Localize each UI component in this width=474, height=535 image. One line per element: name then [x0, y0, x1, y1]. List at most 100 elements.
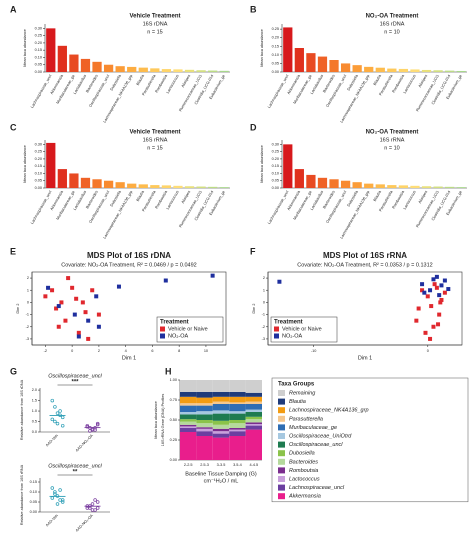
- bar-segment: [212, 396, 230, 402]
- y-tick-label: 0.10: [35, 55, 42, 59]
- bar: [317, 56, 328, 72]
- bar: [173, 185, 183, 188]
- bar: [398, 185, 409, 188]
- legend-swatch: [278, 484, 285, 491]
- x-tick-label: AAD-NO₂-OA: [75, 513, 94, 532]
- bar: [433, 70, 443, 72]
- x-tick-label: Blautia: [136, 73, 146, 86]
- x-axis-label-unit: cm⁻¹H₂O / mL: [204, 478, 239, 484]
- y-tick-label: 2: [263, 276, 265, 280]
- bar: [375, 67, 385, 72]
- x-axis-label: Dim 1: [122, 355, 136, 361]
- legend-swatch: [278, 424, 285, 431]
- x-tick-label: Lachnospiraceae_uncl: [30, 74, 53, 109]
- point: [59, 300, 64, 305]
- bar: [340, 180, 351, 188]
- bar: [161, 69, 172, 72]
- point: [95, 500, 100, 504]
- y-tick-label: 0.25: [35, 34, 42, 38]
- sample-size: n = 15: [147, 145, 162, 151]
- y-tick-label: 0.10: [272, 171, 279, 175]
- point: [83, 310, 88, 315]
- bar-segment: [229, 380, 246, 392]
- legend-label: Blautia: [289, 399, 306, 405]
- legend-label: Lachnospiraceae_NK4A136_grp: [289, 408, 369, 414]
- point: [60, 415, 65, 420]
- x-tick-label: Lactococcus: [403, 190, 417, 210]
- y-tick-label: 0.15: [30, 480, 37, 484]
- panel-title: NO₂-OA Treatment: [366, 14, 419, 20]
- y-tick-label: 1.5: [32, 399, 37, 403]
- bar-segment: [212, 433, 230, 438]
- y-tick-label: 0.20: [35, 157, 42, 161]
- y-tick-label: 0.15: [35, 164, 42, 168]
- bar-segment: [245, 425, 262, 430]
- bar: [445, 70, 455, 72]
- bar-segment: [180, 405, 197, 412]
- bar: [283, 144, 293, 188]
- bar: [150, 68, 160, 72]
- y-tick-label: 0.15: [35, 48, 42, 52]
- y-axis-label: Dim 2: [252, 304, 256, 314]
- point: [85, 425, 90, 429]
- point: [74, 296, 79, 301]
- bar: [219, 70, 229, 72]
- x-tick-label: 3.5-4: [233, 463, 242, 467]
- point: [50, 398, 55, 403]
- legend-swatch: [160, 333, 165, 339]
- bar: [196, 70, 206, 72]
- y-tick-label: 0.20: [35, 41, 42, 45]
- point: [55, 502, 60, 506]
- legend-label: Dubosiella: [289, 451, 315, 457]
- x-tick-label: AAD-Veh: [45, 434, 59, 448]
- legend-swatch: [278, 398, 285, 405]
- bar-segment: [245, 412, 262, 417]
- y-tick-label: 0.75: [170, 398, 177, 402]
- bar-segment: [245, 429, 262, 460]
- panel-letter: A: [10, 4, 17, 14]
- x-tick-label: 3-3.5: [217, 463, 226, 467]
- bar-segment: [196, 405, 213, 412]
- bar: [364, 183, 374, 188]
- bar: [80, 58, 91, 72]
- panel-title: Oscillospiraceae_uncl: [48, 373, 102, 379]
- y-tick-label: 2: [27, 276, 29, 280]
- point: [56, 304, 61, 309]
- bar-segment: [196, 411, 213, 415]
- point: [60, 423, 65, 428]
- legend-swatch: [278, 458, 285, 465]
- bar-segment: [180, 392, 197, 397]
- legend-swatch: [274, 333, 279, 339]
- bar: [445, 186, 455, 188]
- y-tick-label: 0.05: [35, 179, 42, 183]
- y-tick-label: -1: [262, 313, 265, 317]
- bar: [46, 28, 56, 72]
- bar-segment: [212, 437, 230, 460]
- y-tick-label: 0.05: [30, 500, 37, 504]
- legend-label: Vehicle or Naive: [168, 326, 208, 332]
- y-tick-label: 1: [27, 288, 29, 292]
- point: [414, 318, 419, 323]
- y-tick-label: 0.00: [30, 510, 37, 514]
- y-tick-label: 0.00: [170, 458, 177, 462]
- legend-label: Parasutterella: [289, 416, 323, 422]
- bar-segment: [229, 436, 246, 460]
- bar-segment: [229, 429, 246, 432]
- point: [50, 486, 55, 490]
- point: [66, 276, 71, 281]
- bar-segment: [245, 424, 262, 426]
- point: [431, 324, 436, 329]
- bar: [375, 184, 385, 188]
- y-tick-label: 0.10: [272, 53, 279, 57]
- panel-subtitle: Covariate: NO₂-OA Treatment, R² = 0.0353…: [297, 262, 432, 268]
- x-tick-label: 2: [98, 349, 100, 353]
- point: [438, 300, 443, 305]
- bar-segment: [180, 421, 197, 425]
- y-tick-label: 1: [263, 288, 265, 292]
- y-tick-label: 0.20: [272, 157, 279, 161]
- panel-letter: C: [10, 122, 17, 132]
- y-tick-label: 0.05: [272, 61, 279, 65]
- legend-swatch: [278, 467, 285, 474]
- bar-segment: [180, 419, 197, 422]
- bar-segment: [196, 436, 213, 460]
